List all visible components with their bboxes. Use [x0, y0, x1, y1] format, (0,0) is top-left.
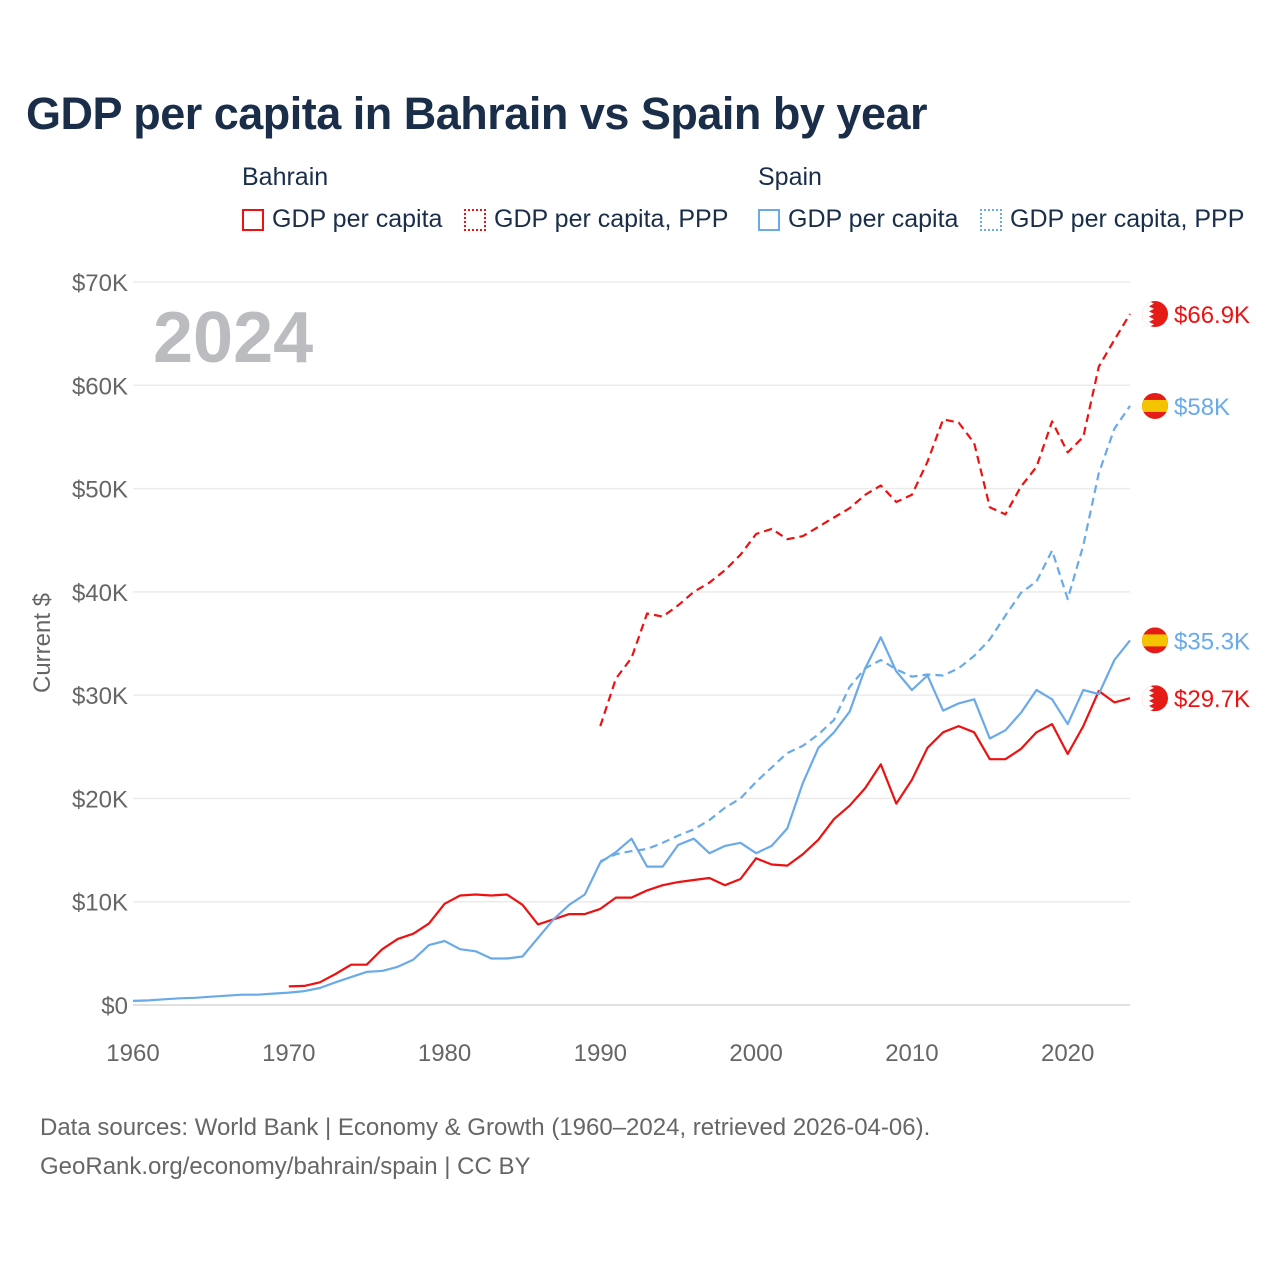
flag-bahrain-icon — [1142, 685, 1168, 712]
flag-body — [1142, 627, 1168, 654]
end-value-label: $29.7K — [1174, 686, 1250, 713]
legend-label: GDP per capita, PPP — [1010, 205, 1245, 233]
end-value-label: $66.9K — [1174, 302, 1250, 329]
flag-body — [1142, 685, 1168, 712]
series-line-bahrain-gdp — [288, 689, 1131, 988]
legend-group-spain: Spain — [758, 163, 822, 191]
y-tick-label: $40K — [72, 580, 128, 607]
flag-body — [1142, 392, 1168, 419]
x-tick-label: 1970 — [262, 1040, 315, 1067]
flag-bahrain-icon — [1142, 301, 1168, 328]
legend-label: GDP per capita — [788, 205, 959, 233]
flag-yellow — [1142, 399, 1168, 412]
legend-group-bahrain: Bahrain — [242, 163, 329, 191]
flag-yellow — [1142, 634, 1168, 647]
x-tick-label: 1960 — [106, 1040, 159, 1067]
y-axis-label: Current $ — [29, 593, 56, 693]
series-line-spain-gdp — [132, 636, 1131, 1002]
flag-body — [1142, 301, 1168, 328]
legend-label: GDP per capita, PPP — [494, 205, 729, 233]
legend-bahrain-ppp[interactable]: GDP per capita, PPP — [464, 205, 728, 234]
x-tick-label: 2000 — [729, 1040, 782, 1067]
legend-swatch-dotted-red — [464, 208, 486, 231]
series-line-bahrain-ppp — [599, 313, 1131, 727]
legend-spain-gdp[interactable]: GDP per capita — [758, 205, 958, 234]
legend-swatch-dotted-blue — [980, 208, 1002, 231]
x-tick-label: 2010 — [885, 1040, 938, 1067]
x-tick-label: 1980 — [418, 1040, 471, 1067]
y-tick-label: $10K — [72, 890, 128, 917]
footer: Data sources: World Bank | Economy & Gro… — [40, 1108, 930, 1186]
year-watermark: 2024 — [153, 298, 313, 378]
end-value-label: $35.3K — [1174, 628, 1250, 655]
x-tick-label: 2020 — [1041, 1040, 1094, 1067]
y-tick-label: $30K — [72, 683, 128, 710]
y-tick-label: $60K — [72, 373, 128, 400]
footer-link[interactable]: GeoRank.org/economy/bahrain/spain | CC B… — [40, 1153, 531, 1180]
legend-swatch-solid-blue — [758, 208, 780, 231]
legend-bahrain-gdp[interactable]: GDP per capita — [242, 205, 442, 234]
flag-white — [1142, 301, 1154, 328]
chart-title: GDP per capita in Bahrain vs Spain by ye… — [26, 88, 928, 139]
y-tick-label: $50K — [72, 477, 128, 504]
flag-spain-icon — [1142, 627, 1168, 654]
legend-label: GDP per capita — [272, 205, 443, 233]
legend-swatch-solid-red — [242, 208, 264, 231]
flag-spain-icon — [1142, 392, 1168, 419]
end-value-label: $58K — [1174, 394, 1230, 421]
flag-white — [1142, 685, 1154, 712]
y-tick-label: $0 — [101, 993, 128, 1020]
x-tick-label: 1990 — [574, 1040, 627, 1067]
series-line-spain-ppp — [599, 405, 1131, 863]
y-tick-label: $70K — [72, 270, 128, 297]
footer-sources: Data sources: World Bank | Economy & Gro… — [40, 1114, 931, 1141]
legend-spain-ppp[interactable]: GDP per capita, PPP — [980, 205, 1244, 234]
y-tick-label: $20K — [72, 786, 128, 813]
